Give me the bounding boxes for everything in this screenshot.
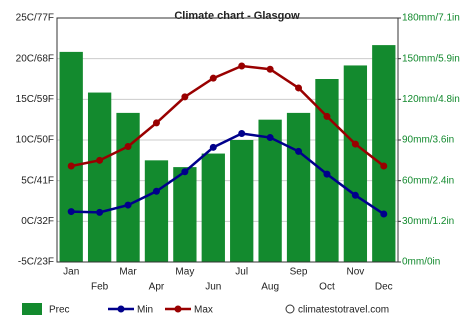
y2-tick-label: 60mm/2.4in <box>402 175 454 186</box>
point <box>323 112 331 120</box>
legend-item: Prec <box>22 303 70 316</box>
point <box>96 156 104 164</box>
point <box>238 62 246 70</box>
y-tick-label: 5C/41F <box>21 175 54 186</box>
legend-label: Prec <box>49 305 70 316</box>
point <box>124 143 132 151</box>
x-tick-label: Oct <box>319 282 335 293</box>
line <box>71 132 385 216</box>
bar <box>372 45 396 262</box>
plot-frame <box>56 17 399 263</box>
bar <box>87 92 112 262</box>
bar <box>116 112 140 262</box>
y-tick-label: 25C/77F <box>16 13 54 24</box>
y2-tick-label: 120mm/4.8in <box>402 94 460 105</box>
point <box>181 93 189 101</box>
x-tick-label: May <box>175 267 194 278</box>
copyright-icon <box>285 304 295 314</box>
bar <box>258 119 282 263</box>
point <box>238 129 246 137</box>
bar <box>343 65 368 262</box>
y-tick-label: 15C/59F <box>16 94 54 105</box>
x-tick-label: Jan <box>63 267 79 278</box>
y2-tick-label: 30mm/1.2in <box>402 216 454 227</box>
bar <box>59 51 83 263</box>
bar <box>315 79 339 262</box>
legend-item: Min <box>108 305 153 316</box>
point <box>209 74 217 82</box>
y2-tick-label: 90mm/3.6in <box>402 135 454 146</box>
point <box>380 162 388 170</box>
point <box>67 208 75 216</box>
point <box>181 168 189 176</box>
bar <box>286 112 311 262</box>
point <box>323 170 331 178</box>
bar <box>173 167 197 262</box>
x-tick-label: Jun <box>205 282 221 293</box>
legend-marker <box>117 305 125 313</box>
legend-label: Max <box>194 305 213 316</box>
legend-label: Min <box>137 305 153 316</box>
x-tick-label: Feb <box>91 282 109 293</box>
legend-marker <box>174 305 182 313</box>
point <box>380 210 388 218</box>
point <box>67 162 75 170</box>
watermark-text: climatestotravel.com <box>298 305 389 316</box>
point <box>351 140 359 148</box>
line <box>70 64 385 168</box>
y2-tick-label: 180mm/7.1in <box>402 13 460 24</box>
point <box>295 147 303 155</box>
point <box>266 65 274 73</box>
point <box>124 201 132 209</box>
y-tick-label: 0C/32F <box>21 216 54 227</box>
y-tick-label: 10C/50F <box>16 135 54 146</box>
bar <box>144 160 169 262</box>
point <box>266 134 274 142</box>
x-tick-label: Nov <box>346 267 364 278</box>
bar <box>230 140 254 262</box>
chart-title: Climate chart - Glasgow <box>174 10 300 22</box>
y-tick-label: 20C/68F <box>16 53 54 64</box>
point <box>152 187 160 195</box>
y2-tick-label: 0mm/0in <box>402 257 440 268</box>
x-tick-label: Aug <box>261 282 279 293</box>
x-tick-label: Dec <box>375 282 393 293</box>
y-tick-label: -5C/23F <box>18 257 54 268</box>
y2-tick-label: 150mm/5.9in <box>402 53 460 64</box>
point <box>96 208 104 216</box>
point <box>295 84 303 92</box>
bar <box>201 153 225 262</box>
point <box>351 191 359 199</box>
x-tick-label: Jul <box>235 267 248 278</box>
point <box>209 143 217 151</box>
legend-item: Max <box>165 305 213 316</box>
legend-swatch <box>22 303 42 315</box>
point <box>152 119 160 127</box>
x-tick-label: Mar <box>119 267 137 278</box>
x-tick-label: Apr <box>149 282 165 293</box>
x-tick-label: Sep <box>290 267 308 278</box>
watermark: climatestotravel.com <box>285 304 389 316</box>
